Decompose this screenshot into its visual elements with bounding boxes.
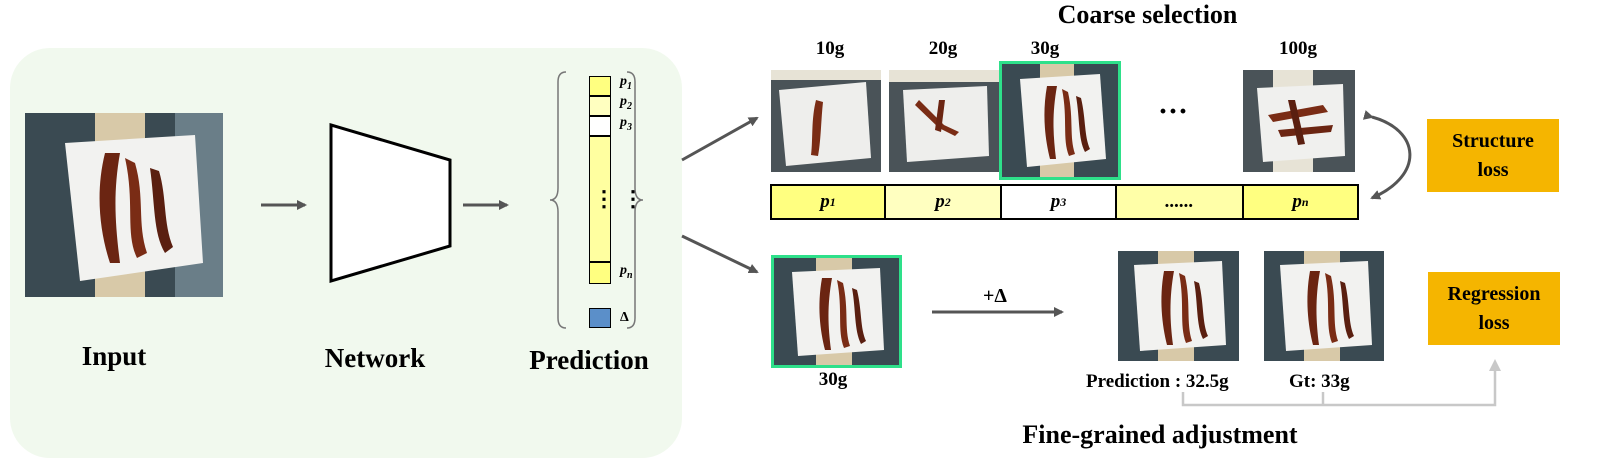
prediction-result-image — [1118, 251, 1239, 361]
prediction-cell-p3 — [589, 116, 611, 136]
prediction-label: Prediction — [529, 345, 649, 375]
prediction-brace-right — [626, 71, 644, 329]
weight-label-100g: 100g — [1279, 38, 1317, 59]
weight-label-10g: 10g — [815, 38, 845, 59]
fine-selected-image-30g — [771, 255, 902, 368]
arrow-to-fine-adjustment — [681, 234, 759, 274]
gt-caption: Gt: 33g — [1289, 371, 1350, 392]
prediction-label-pn: pn — [620, 263, 633, 281]
prediction-cell-pn — [589, 262, 611, 284]
network-trapezoid — [329, 122, 452, 284]
network-label: Network — [324, 343, 426, 373]
prediction-ellipsis-outer: ⋮ — [622, 186, 644, 211]
coarse-bar-ellipsis: ...... — [1115, 184, 1244, 220]
candidate-image-100g — [1243, 70, 1355, 172]
ground-truth-image — [1264, 251, 1384, 361]
prediction-brace-left — [549, 71, 567, 329]
weight-label-30g: 30g — [1030, 38, 1060, 59]
regression-loss-label: Regression loss — [1447, 282, 1541, 334]
prediction-caption: Prediction : 32.5g — [1086, 371, 1229, 392]
candidate-image-10g — [771, 70, 881, 172]
prediction-cell-p1 — [589, 76, 611, 96]
candidate-image-30g-selected — [999, 61, 1121, 180]
prediction-label-delta: Δ — [620, 310, 629, 325]
prediction-label-p2: p2 — [620, 94, 632, 112]
structure-loss-box: Structure loss — [1427, 119, 1559, 192]
prediction-label-p3: p3 — [620, 115, 632, 133]
fine-grained-title: Fine-grained adjustment — [1022, 420, 1298, 449]
prediction-cell-middle — [589, 136, 611, 262]
coarse-selection-title: Coarse selection — [1057, 0, 1238, 29]
arrow-structure-loss — [1362, 110, 1412, 200]
prediction-ellipsis-inner: ⋮ — [593, 186, 615, 211]
candidate-image-20g — [889, 70, 999, 172]
delta-operation: +Δ — [983, 285, 1007, 307]
coarse-dots: ··· — [1158, 95, 1189, 128]
weight-label-20g: 20g — [928, 38, 958, 59]
regression-loss-box: Regression loss — [1428, 272, 1560, 345]
fine-selected-weight: 30g — [818, 369, 848, 390]
prediction-cell-delta — [589, 308, 611, 328]
input-label: Input — [81, 341, 147, 371]
prediction-cell-p2 — [589, 96, 611, 116]
arrow-to-coarse-selection — [681, 116, 759, 162]
structure-loss-label: Structure loss — [1452, 129, 1534, 181]
input-food-image — [25, 113, 223, 297]
arrow-regression-loss — [1181, 359, 1501, 407]
prediction-label-p1: p1 — [620, 74, 632, 92]
